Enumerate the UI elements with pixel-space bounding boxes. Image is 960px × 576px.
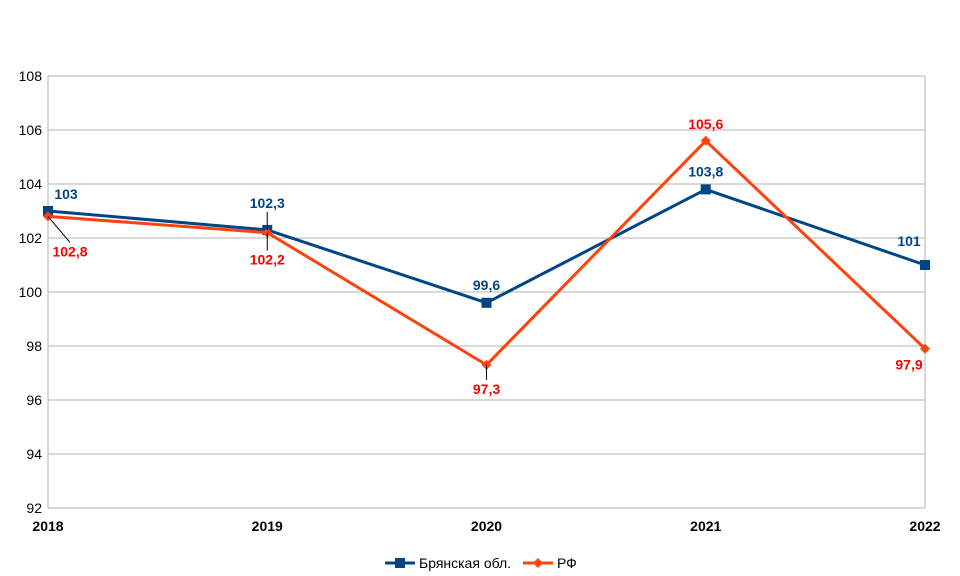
data-label: 102,3 bbox=[250, 195, 285, 211]
x-tick-label: 2022 bbox=[909, 518, 940, 534]
data-label: 102,8 bbox=[52, 243, 87, 259]
legend-diamond-icon bbox=[533, 558, 543, 568]
y-tick-label: 100 bbox=[19, 284, 43, 300]
y-tick-label: 108 bbox=[19, 68, 43, 84]
data-point-square bbox=[43, 206, 53, 216]
x-axis-ticks: 2018 2019 2020 2021 2022 bbox=[32, 518, 940, 534]
data-point-square bbox=[481, 297, 492, 308]
legend: Брянская обл. РФ bbox=[385, 555, 577, 571]
leader-line bbox=[47, 216, 71, 243]
y-tick-label: 98 bbox=[26, 338, 42, 354]
data-label: 101 bbox=[897, 233, 921, 249]
y-tick-label: 104 bbox=[19, 176, 43, 192]
data-label: 102,2 bbox=[250, 252, 285, 268]
data-label: 99,6 bbox=[473, 277, 500, 293]
data-point-diamond bbox=[920, 343, 930, 354]
y-tick-label: 106 bbox=[19, 122, 43, 138]
series-line-1 bbox=[47, 139, 927, 367]
y-tick-label: 92 bbox=[26, 500, 42, 516]
data-point-square bbox=[920, 260, 930, 270]
legend-label: РФ bbox=[557, 555, 577, 571]
data-point-diamond bbox=[700, 135, 711, 146]
x-tick-label: 2019 bbox=[252, 518, 283, 534]
data-label: 97,3 bbox=[473, 381, 500, 397]
x-tick-label: 2020 bbox=[471, 518, 502, 534]
legend-label: Брянская обл. bbox=[419, 555, 511, 571]
y-tick-label: 96 bbox=[26, 392, 42, 408]
data-label: 97,9 bbox=[895, 357, 922, 373]
series-lines bbox=[43, 135, 930, 370]
data-labels: 103 102,3 99,6 103,8 101 102,8 102,2 97,3 105,6 9… bbox=[47, 116, 923, 397]
data-label: 103,8 bbox=[688, 163, 723, 179]
y-tick-label: 94 bbox=[26, 446, 42, 462]
data-label: 103 bbox=[54, 186, 78, 202]
legend-square-icon bbox=[395, 558, 405, 568]
data-point-square bbox=[700, 184, 711, 195]
y-axis-ticks: 92 94 96 98 100 102 104 106 108 bbox=[19, 68, 43, 516]
x-tick-label: 2021 bbox=[690, 518, 721, 534]
gridlines bbox=[47, 75, 926, 509]
data-label: 105,6 bbox=[688, 116, 723, 132]
y-tick-label: 102 bbox=[19, 230, 43, 246]
x-tick-label: 2018 bbox=[32, 518, 63, 534]
